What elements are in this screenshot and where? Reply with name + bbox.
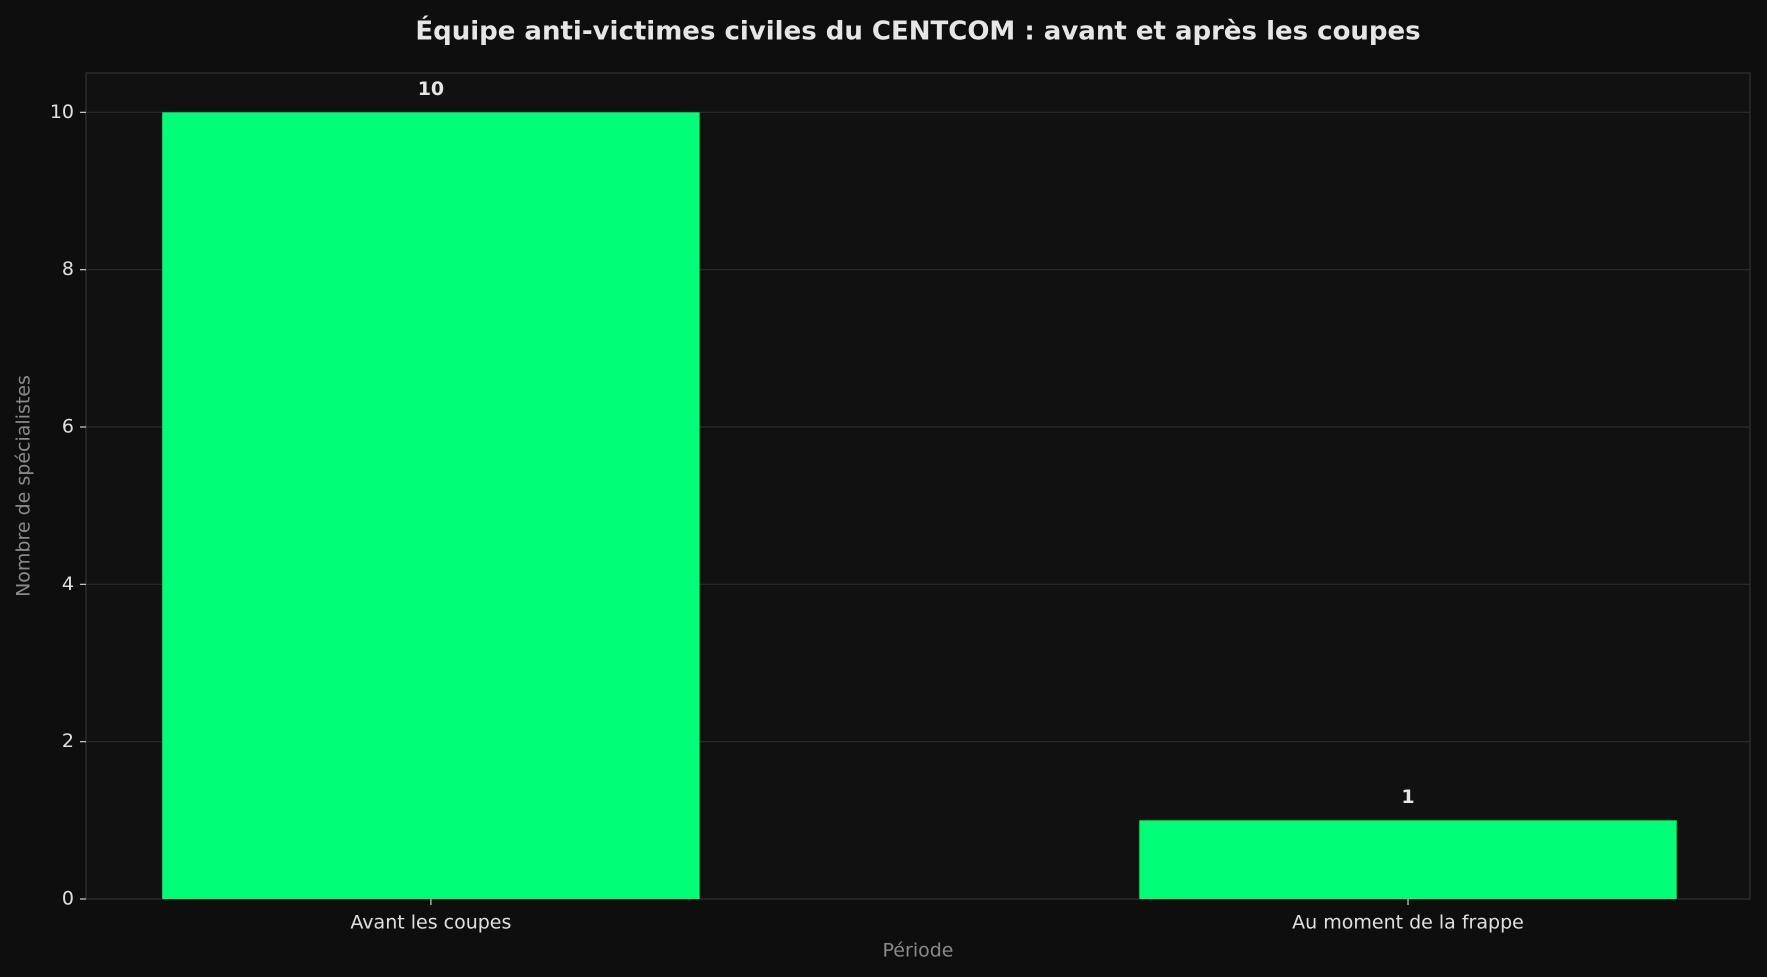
x-tick-label: Avant les coupes (350, 912, 511, 934)
bar (162, 112, 700, 900)
y-tick-label: 8 (62, 258, 74, 280)
y-tick-label: 6 (62, 416, 74, 438)
data-label: 10 (418, 78, 444, 100)
y-axis-label: Nombre de spécialistes (13, 375, 35, 597)
chart-title: Équipe anti-victimes civiles du CENTCOM … (415, 15, 1420, 47)
y-tick-label: 4 (62, 573, 74, 595)
y-tick-label: 0 (62, 888, 74, 910)
bar (1139, 820, 1677, 899)
data-label: 1 (1401, 786, 1414, 808)
x-axis-label: Période (883, 940, 954, 962)
x-tick-label: Au moment de la frappe (1292, 912, 1524, 934)
y-tick-label: 10 (50, 101, 74, 123)
y-tick-label: 2 (62, 730, 74, 752)
